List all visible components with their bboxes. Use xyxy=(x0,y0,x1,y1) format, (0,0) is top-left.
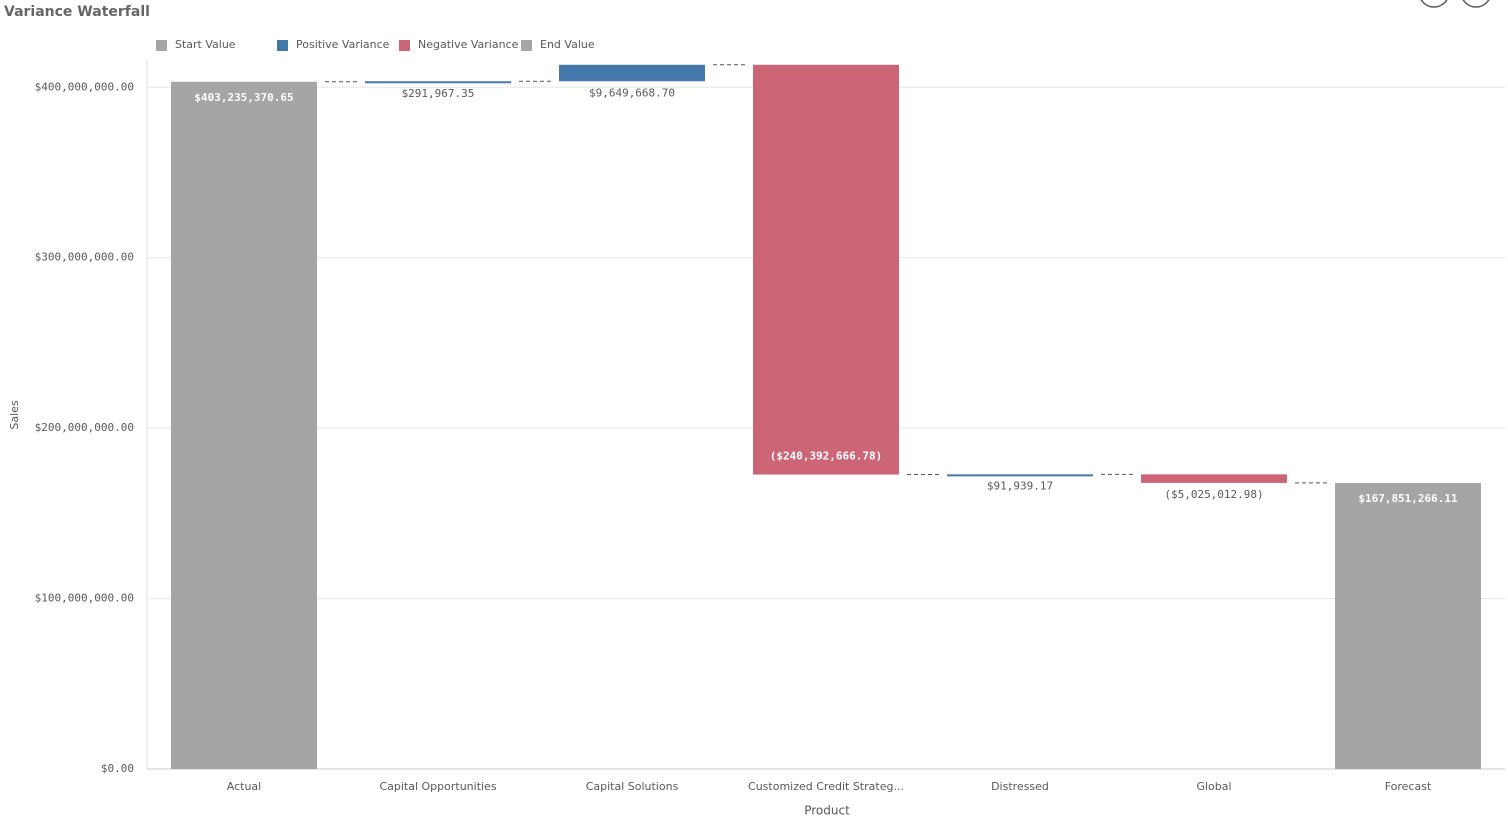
y-tick-label: $400,000,000.00 xyxy=(35,80,134,93)
value-label: $9,649,668.70 xyxy=(589,86,675,99)
legend-label: Start Value xyxy=(175,38,236,51)
y-tick-label: $0.00 xyxy=(101,762,134,775)
legend-label: Negative Variance xyxy=(418,38,519,51)
bar xyxy=(947,474,1093,477)
chart-title: Variance Waterfall xyxy=(4,4,150,20)
y-tick-label: $300,000,000.00 xyxy=(35,251,134,264)
value-label: $167,851,266.11 xyxy=(1358,492,1458,505)
value-label: $91,939.17 xyxy=(987,480,1053,493)
x-tick-label: Distressed xyxy=(991,780,1049,793)
icon-button[interactable] xyxy=(1419,0,1449,8)
x-tick-label: Capital Opportunities xyxy=(379,780,496,793)
legend-swatch xyxy=(156,40,167,51)
x-tick-label: Capital Solutions xyxy=(586,780,679,793)
value-label: $403,235,370.65 xyxy=(194,91,293,104)
legend-swatch xyxy=(399,40,410,51)
x-axis-label: Product xyxy=(804,804,850,818)
legend-label: End Value xyxy=(540,38,595,51)
bar xyxy=(1141,474,1287,483)
value-label: $291,967.35 xyxy=(402,87,475,100)
y-tick-label: $100,000,000.00 xyxy=(35,592,134,605)
y-axis-label: Sales xyxy=(8,400,21,430)
bar xyxy=(171,81,317,769)
x-tick-label: Global xyxy=(1196,780,1231,793)
x-tick-label: Actual xyxy=(227,780,261,793)
legend-swatch xyxy=(277,40,288,51)
bar xyxy=(365,81,511,84)
legend-label: Positive Variance xyxy=(296,38,390,51)
bar xyxy=(753,64,899,475)
icon-button[interactable] xyxy=(1461,0,1491,8)
bar xyxy=(1335,482,1481,769)
bar xyxy=(559,64,705,82)
x-tick-label: Forecast xyxy=(1385,780,1432,793)
x-tick-label: Customized Credit Strateg... xyxy=(748,780,904,793)
legend-swatch xyxy=(521,40,532,51)
y-tick-label: $200,000,000.00 xyxy=(35,421,134,434)
value-label: ($240,392,666.78) xyxy=(770,450,883,463)
value-label: ($5,025,012.98) xyxy=(1164,488,1263,501)
